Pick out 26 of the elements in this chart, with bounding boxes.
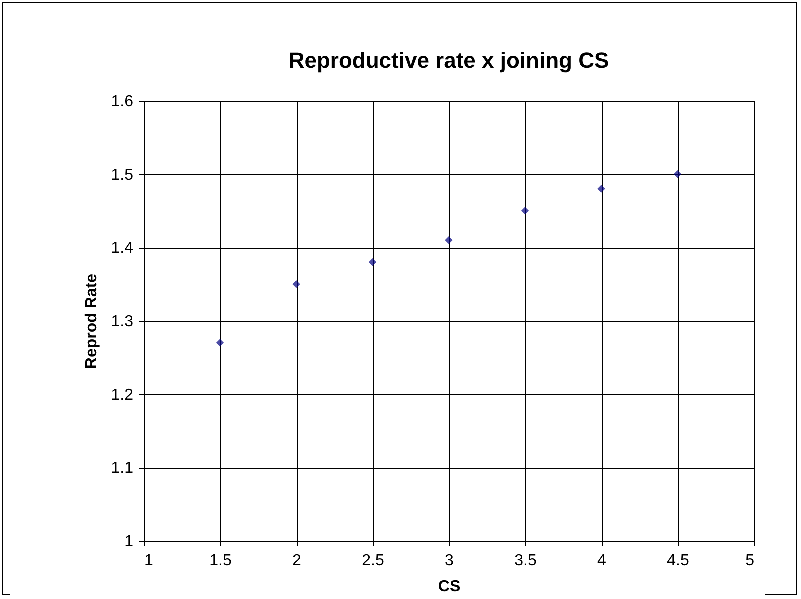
x-tick-label: 3 bbox=[445, 552, 454, 570]
x-tick-label: 4 bbox=[598, 552, 607, 570]
y-tick-label: 1.3 bbox=[111, 314, 134, 330]
y-axis-title: Reprod Rate bbox=[83, 274, 100, 370]
point bbox=[521, 207, 530, 215]
y-tick-label: 1.1 bbox=[111, 460, 134, 478]
chart-title: Reproductive rate x joining CS bbox=[288, 48, 610, 73]
x-tick-label: 1.5 bbox=[210, 552, 232, 570]
x-tick-label: 2.5 bbox=[362, 552, 384, 570]
x-axis-title: CS bbox=[438, 578, 461, 596]
point bbox=[368, 258, 377, 266]
x-tick-label: 3.5 bbox=[514, 552, 537, 570]
y-tick-label: 1.2 bbox=[111, 386, 134, 404]
x-tick-label: 2 bbox=[292, 552, 302, 570]
x-tick-label: 1 bbox=[144, 552, 154, 570]
point bbox=[216, 339, 224, 347]
point bbox=[445, 236, 453, 244]
point bbox=[598, 185, 606, 193]
y-tick-label: 1.4 bbox=[111, 240, 134, 258]
y-tick-label: 1 bbox=[124, 534, 134, 550]
x-tick-label: 5 bbox=[746, 552, 755, 570]
y-tick-label: 1.5 bbox=[111, 166, 134, 184]
point bbox=[292, 280, 300, 288]
point bbox=[674, 170, 682, 178]
y-tick-label: 1.6 bbox=[111, 94, 134, 110]
x-tick-label: 4.5 bbox=[667, 552, 690, 570]
